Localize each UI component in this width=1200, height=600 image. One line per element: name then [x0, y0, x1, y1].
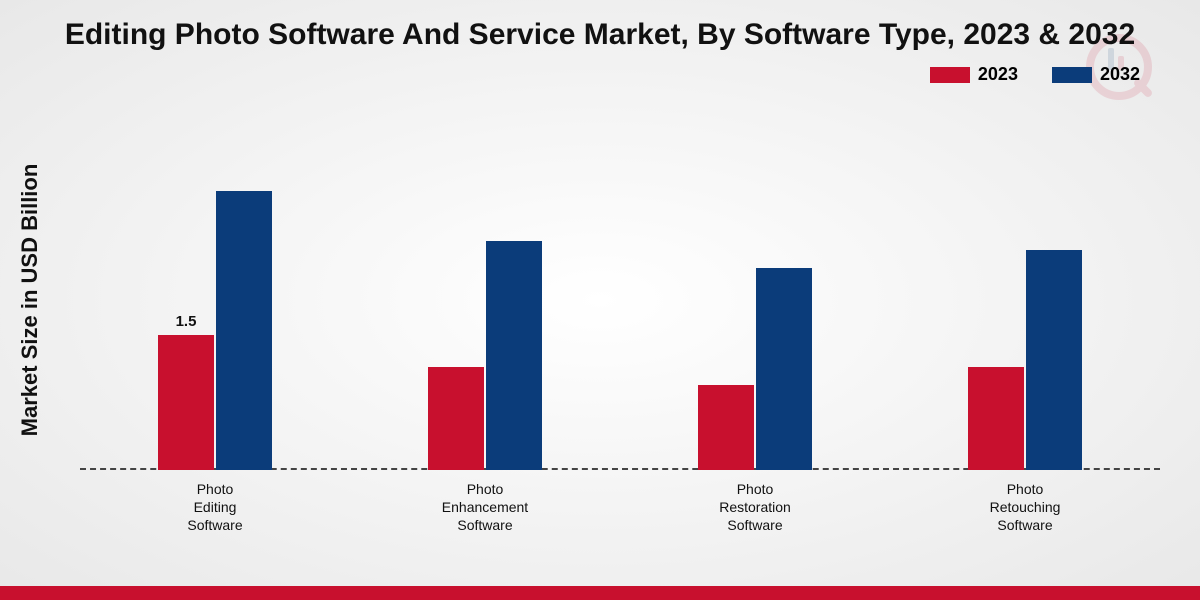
footer-accent-bar [0, 586, 1200, 600]
bar-2032-photo-editing [216, 191, 272, 470]
legend-swatch-2032 [1052, 67, 1092, 83]
legend-item-2023: 2023 [930, 64, 1018, 85]
plot-area: 1.5 PhotoEditingSoftware PhotoEnhancemen… [80, 110, 1160, 470]
legend-item-2032: 2032 [1052, 64, 1140, 85]
bar-value-label: 1.5 [176, 313, 197, 330]
bar-2023-photo-retouching [968, 367, 1024, 471]
bar-2023-photo-editing: 1.5 [158, 335, 214, 470]
legend-label-2023: 2023 [978, 64, 1018, 85]
bar-group-1: PhotoEnhancementSoftware [385, 241, 585, 471]
category-label-2: PhotoRestorationSoftware [655, 480, 855, 535]
y-axis-label: Market Size in USD Billion [17, 150, 43, 450]
chart-title: Editing Photo Software And Service Marke… [0, 18, 1200, 52]
chart-container: Editing Photo Software And Service Marke… [0, 0, 1200, 600]
category-label-0: PhotoEditingSoftware [115, 480, 315, 535]
bar-group-3: PhotoRetouchingSoftware [925, 250, 1125, 471]
category-label-3: PhotoRetouchingSoftware [925, 480, 1125, 535]
legend-swatch-2023 [930, 67, 970, 83]
category-label-1: PhotoEnhancementSoftware [385, 480, 585, 535]
bar-2023-photo-restoration [698, 385, 754, 471]
bar-group-0: 1.5 PhotoEditingSoftware [115, 191, 315, 470]
bar-2032-photo-restoration [756, 268, 812, 471]
bar-2023-photo-enhancement [428, 367, 484, 471]
bar-group-2: PhotoRestorationSoftware [655, 268, 855, 471]
legend-label-2032: 2032 [1100, 64, 1140, 85]
bar-2032-photo-enhancement [486, 241, 542, 471]
legend: 2023 2032 [930, 64, 1140, 85]
bar-2032-photo-retouching [1026, 250, 1082, 471]
